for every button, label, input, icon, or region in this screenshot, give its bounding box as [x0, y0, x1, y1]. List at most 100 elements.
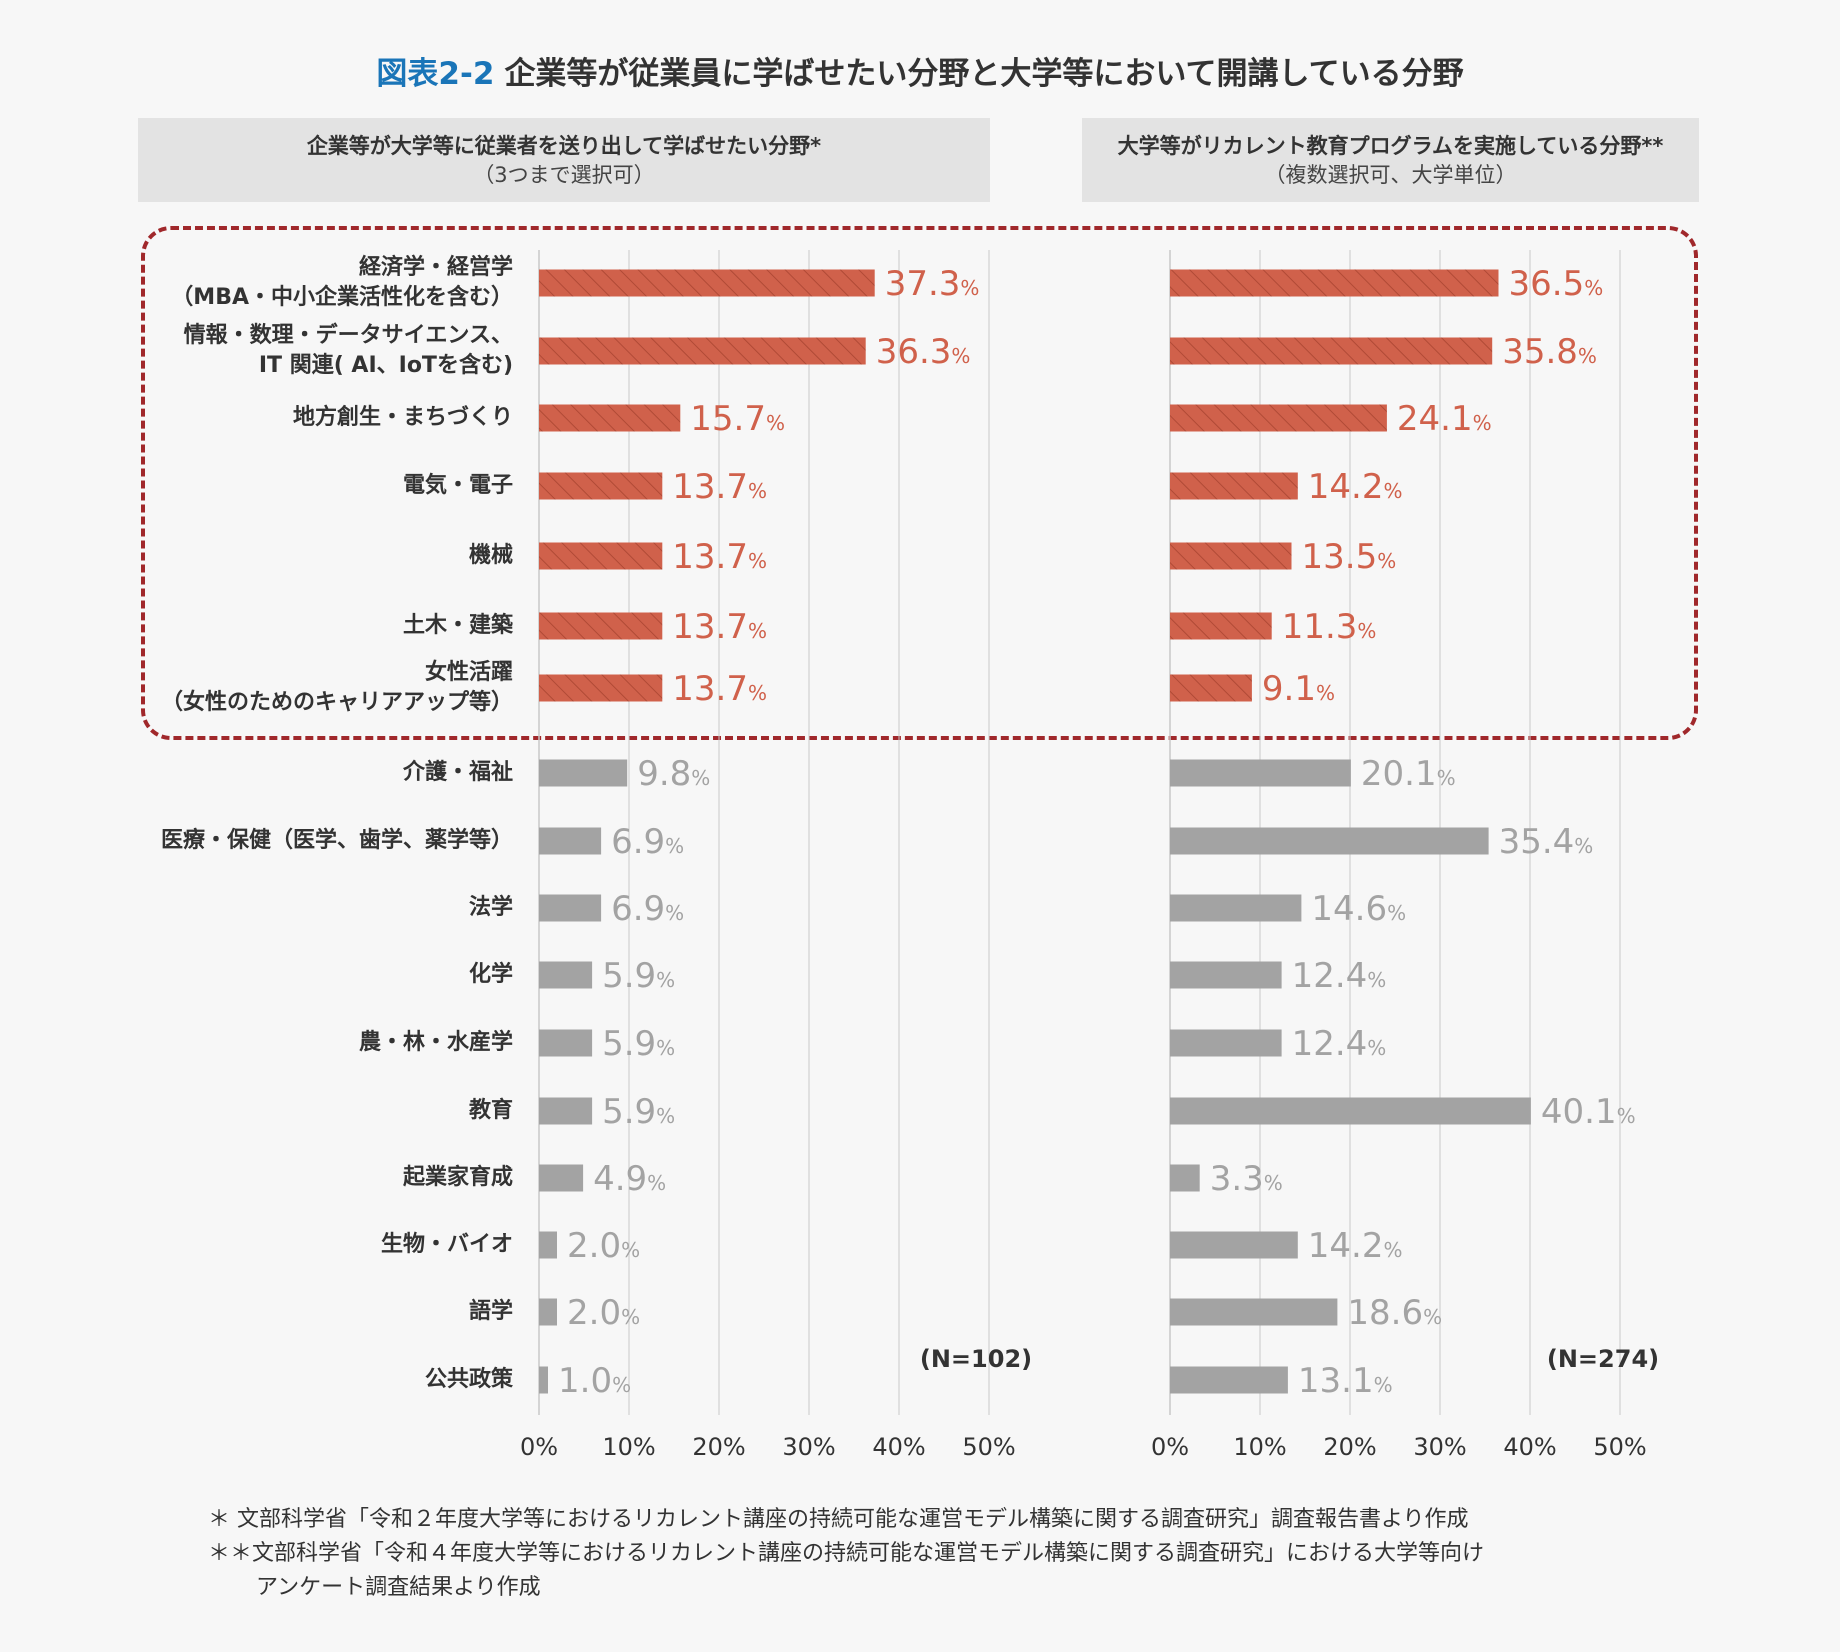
right-bar	[1170, 1164, 1200, 1192]
left-panel-header: 企業等が大学等に従業者を送り出して学ばせたい分野* （3つまで選択可）	[138, 118, 990, 202]
left-data-label: 13.7%	[672, 607, 767, 647]
category-label: 化学	[130, 960, 513, 990]
category-label: 生物・バイオ	[130, 1230, 513, 1260]
right-data-label: 20.1%	[1361, 754, 1456, 794]
category-label-line: 化学	[468, 962, 513, 987]
right-panel-header-title: 大学等がリカレント教育プログラムを実施している分野**	[1117, 134, 1664, 158]
left-panel-header-title: 企業等が大学等に従業者を送り出して学ばせたい分野*	[306, 134, 822, 158]
right-bar	[1170, 1298, 1338, 1326]
right-x-tick-label: 20%	[1323, 1433, 1376, 1461]
right-x-tick-label: 30%	[1413, 1433, 1466, 1461]
category-label-line: 起業家育成	[402, 1165, 513, 1190]
category-label-line: 女性活躍	[424, 660, 513, 685]
right-x-tick-label: 0%	[1151, 1433, 1189, 1461]
right-bar	[1170, 1097, 1531, 1125]
right-bar	[1170, 1231, 1298, 1259]
left-x-tick-label: 20%	[692, 1433, 745, 1461]
right-data-label: 9.1%	[1262, 669, 1335, 709]
left-data-label: 4.9%	[593, 1159, 666, 1199]
category-label-line: 機械	[468, 543, 513, 568]
left-bar	[539, 1366, 548, 1394]
left-bar	[539, 612, 663, 640]
left-bar	[539, 961, 593, 989]
category-label-line: 公共政策	[424, 1367, 513, 1392]
category-label: 起業家育成	[130, 1163, 513, 1193]
category-label-line: 語学	[468, 1299, 513, 1324]
figure-title-text: 企業等が従業員に学ばせたい分野と大学等において開講している分野	[504, 56, 1464, 92]
category-label-line: 土木・建築	[402, 613, 513, 638]
left-bar	[539, 404, 681, 432]
left-x-tick-label: 40%	[872, 1433, 925, 1461]
right-n-label: (N=274)	[1547, 1345, 1659, 1373]
category-label-line: 経済学・経営学	[358, 255, 513, 280]
category-label: 公共政策	[130, 1365, 513, 1395]
left-data-label: 37.3%	[885, 264, 980, 304]
left-data-label: 2.0%	[567, 1226, 640, 1266]
right-bar	[1170, 961, 1282, 989]
right-data-label: 35.8%	[1502, 332, 1597, 372]
footnote-1: ＊ 文部科学省「令和２年度大学等におけるリカレント講座の持続可能な運営モデル構築…	[208, 1507, 1469, 1532]
category-label-line: 医療・保健（医学、歯学、薬学等）	[160, 828, 513, 853]
left-data-label: 13.7%	[672, 467, 767, 507]
right-data-label: 40.1%	[1541, 1092, 1636, 1132]
left-bar	[539, 1164, 584, 1192]
right-data-label: 24.1%	[1397, 399, 1492, 439]
left-bar	[539, 759, 628, 787]
category-label: 医療・保健（医学、歯学、薬学等）	[130, 826, 513, 856]
right-x-tick-label: 40%	[1503, 1433, 1556, 1461]
right-panel-header-note: （複数選択可、大学単位）	[1264, 163, 1517, 187]
category-label-line: （MBA・中小企業活性化を含む）	[171, 285, 513, 310]
right-panel-header: 大学等がリカレント教育プログラムを実施している分野** （複数選択可、大学単位）	[1082, 118, 1699, 202]
right-bar	[1170, 759, 1351, 787]
right-x-tick-label: 10%	[1233, 1433, 1286, 1461]
left-x-tick-label: 0%	[520, 1433, 558, 1461]
category-label-line: 地方創生・まちづくり	[292, 405, 513, 430]
left-bar	[539, 337, 866, 365]
left-bar	[539, 894, 602, 922]
category-label-line: （女性のためのキャリアアップ等）	[160, 690, 513, 715]
right-bar	[1170, 542, 1292, 570]
category-label-line: 教育	[468, 1098, 513, 1123]
right-data-label: 36.5%	[1509, 264, 1604, 304]
right-data-label: 3.3%	[1210, 1159, 1283, 1199]
right-bar	[1170, 1366, 1288, 1394]
category-label: 経済学・経営学 （MBA・中小企業活性化を含む）	[130, 253, 513, 313]
footnote-2: ＊＊文部科学省「令和４年度大学等におけるリカレント講座の持続可能な運営モデル構築…	[208, 1541, 1485, 1566]
category-label: 農・林・水産学	[130, 1028, 513, 1058]
category-label: 女性活躍 （女性のためのキャリアアップ等）	[130, 658, 513, 718]
right-bar	[1170, 894, 1302, 922]
right-bar	[1170, 674, 1252, 702]
left-bar	[539, 1231, 557, 1259]
highlight-box	[141, 226, 1698, 740]
left-x-tick-label: 30%	[782, 1433, 835, 1461]
right-data-label: 12.4%	[1292, 1024, 1387, 1064]
right-x-tick-label: 50%	[1593, 1433, 1646, 1461]
right-data-label: 18.6%	[1347, 1293, 1442, 1333]
left-bar	[539, 1097, 593, 1125]
left-bar	[539, 1029, 593, 1057]
category-label-line: 情報・数理・データサイエンス、	[183, 323, 513, 348]
left-data-label: 6.9%	[611, 822, 684, 862]
right-data-label: 14.2%	[1308, 467, 1403, 507]
right-data-label: 13.5%	[1302, 537, 1397, 577]
category-label-line: IT 関連( AI、IoTを含む)	[258, 353, 513, 378]
right-bar	[1170, 827, 1489, 855]
right-bar	[1170, 404, 1387, 432]
left-data-label: 5.9%	[602, 1024, 675, 1064]
left-data-label: 5.9%	[602, 1092, 675, 1132]
right-bar	[1170, 337, 1493, 365]
left-data-label: 9.8%	[637, 754, 710, 794]
left-data-label: 1.0%	[558, 1361, 631, 1401]
right-data-label: 14.2%	[1308, 1226, 1403, 1266]
right-bar	[1170, 472, 1298, 500]
category-label: 法学	[130, 893, 513, 923]
left-data-label: 6.9%	[611, 889, 684, 929]
left-bar	[539, 269, 875, 297]
category-label: 介護・福祉	[130, 758, 513, 788]
right-data-label: 11.3%	[1282, 607, 1377, 647]
left-bar	[539, 674, 663, 702]
right-data-label: 35.4%	[1499, 822, 1594, 862]
category-label: 機械	[130, 541, 513, 571]
category-label: 電気・電子	[130, 471, 513, 501]
